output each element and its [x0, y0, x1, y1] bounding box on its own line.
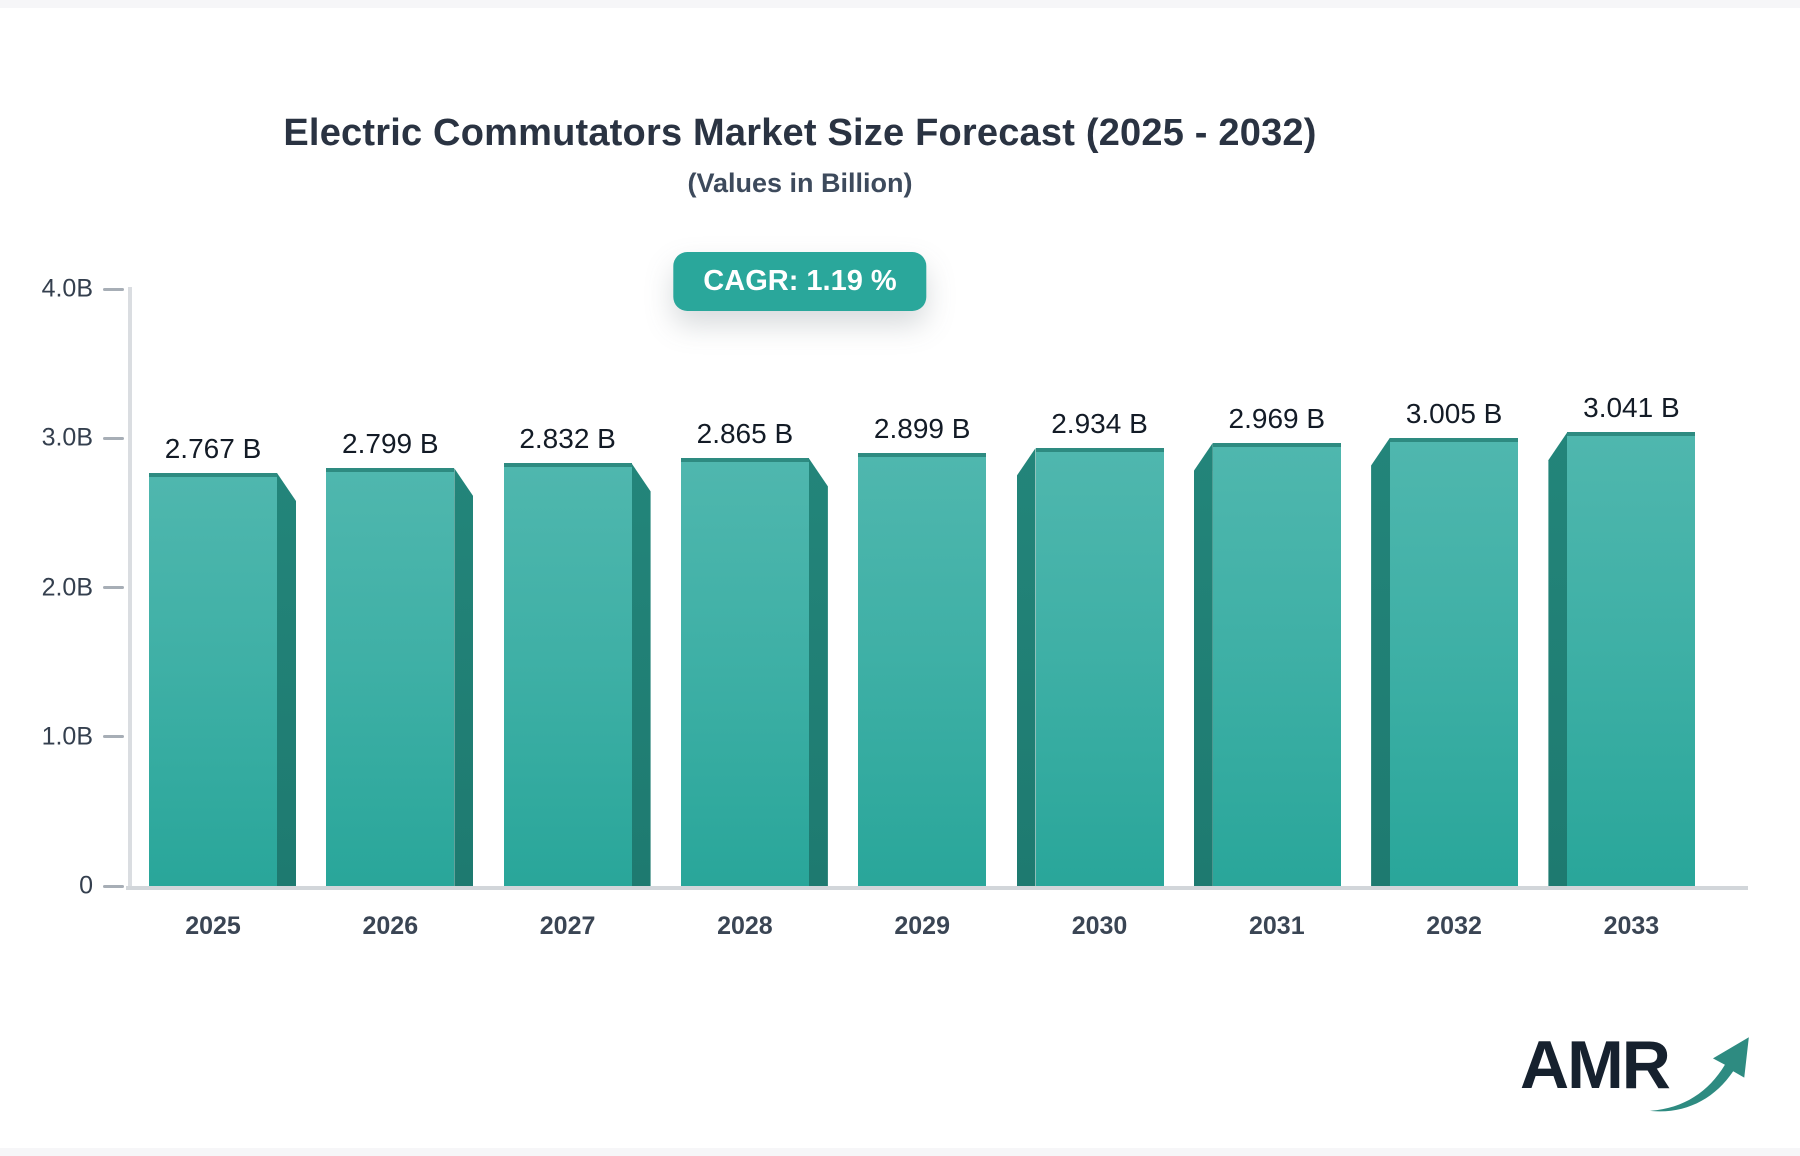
x-tick-label-2026: 2026	[362, 912, 419, 940]
bar-value-label-2030: 2.934 B	[1051, 408, 1148, 440]
x-tick-label-2030: 2030	[1071, 912, 1128, 940]
y-tick-label: 4.0B	[41, 274, 93, 303]
bar-value-label-2031: 2.969 B	[1228, 402, 1326, 434]
bar-2027	[503, 463, 632, 886]
bar-2026	[326, 468, 455, 886]
bar-2030	[1035, 448, 1164, 886]
bar-3d-side-2031	[1193, 442, 1213, 888]
bar-2031	[1212, 442, 1341, 886]
x-tick-label-2032: 2032	[1426, 912, 1482, 940]
bar-value-label-2027: 2.832 B	[519, 423, 616, 455]
y-tick-label: 0	[79, 871, 93, 900]
chart-title: Electric Commutators Market Size Forecas…	[283, 112, 1317, 154]
y-tick-dash	[103, 287, 124, 291]
bar-3d-side-2027	[631, 463, 651, 888]
y-tick-dash	[103, 884, 124, 888]
x-axis-line	[126, 886, 1748, 890]
bar-3d-side-2028	[808, 458, 828, 888]
bar-3d-side-2032	[1371, 437, 1391, 888]
bar-3d-side-2025	[277, 473, 296, 888]
bar-value-label-2032: 3.005 B	[1405, 397, 1503, 429]
page-bottom-border	[0, 1148, 1800, 1156]
chart-subtitle: (Values in Billion)	[687, 168, 913, 198]
bar-2028	[680, 458, 809, 886]
y-tick-dash	[103, 735, 124, 739]
amr-logo: AMR	[1520, 1026, 1750, 1121]
bar-value-label-2033: 3.041 B	[1583, 392, 1680, 424]
y-tick-label: 1.0B	[41, 722, 93, 751]
bar-2025	[149, 473, 277, 886]
x-tick-label-2025: 2025	[185, 912, 241, 940]
bar-3d-side-2026	[454, 468, 474, 888]
bar-2032	[1390, 437, 1519, 886]
bar-value-label-2028: 2.865 B	[696, 418, 794, 450]
amr-logo-text: AMR	[1520, 1027, 1671, 1103]
bar-2029	[858, 453, 987, 886]
y-tick-label: 2.0B	[41, 573, 93, 601]
y-tick-dash	[103, 586, 124, 589]
bar-value-label-2029: 2.899 B	[873, 413, 971, 445]
bar-3d-side-2033	[1548, 432, 1568, 888]
page-top-border	[0, 0, 1800, 8]
x-tick-label-2027: 2027	[539, 912, 596, 940]
bar-value-label-2026: 2.799 B	[342, 428, 439, 460]
x-tick-label-2033: 2033	[1603, 912, 1660, 940]
bar-3d-side-2030	[1016, 448, 1036, 888]
y-tick-label: 3.0B	[41, 423, 93, 452]
bar-value-label-2025: 2.767 B	[164, 433, 262, 465]
y-axis-line	[128, 287, 132, 888]
x-tick-label-2028: 2028	[717, 912, 773, 940]
bar-2033	[1567, 432, 1696, 886]
x-tick-label-2031: 2031	[1248, 912, 1305, 940]
x-tick-label-2029: 2029	[894, 912, 950, 940]
growth-arrow-icon	[1649, 1037, 1749, 1112]
y-tick-dash	[103, 436, 124, 440]
cagr-badge: CAGR: 1.19 %	[673, 252, 927, 311]
